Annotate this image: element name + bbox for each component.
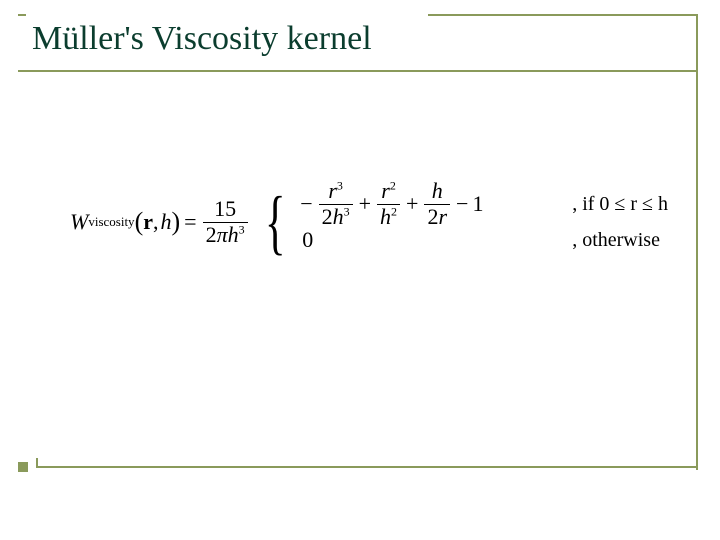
case-2: 0 , otherwise (296, 222, 668, 258)
rparen: ) (172, 207, 181, 237)
rule-bottom (36, 466, 698, 468)
arg-r: r (143, 209, 153, 235)
coeff-fraction: 15 2πh3 (203, 197, 248, 246)
rule-title-underline (18, 70, 698, 72)
coeff-num: 15 (214, 196, 236, 221)
title-region: Müller's Viscosity kernel (18, 14, 698, 72)
arg-h: h (159, 209, 172, 235)
rule-top-right (428, 14, 698, 16)
c1-t2-num-r: r (381, 178, 390, 203)
c1-t4-val: 1 (472, 191, 483, 217)
viscosity-kernel-formula: Wviscosity (r,h) = 15 2πh3 { − r3 2h3 + … (70, 186, 680, 258)
c1-t2-sign: + (355, 191, 375, 217)
cases-brace: { (265, 186, 286, 258)
c1-t3-sign: + (402, 191, 422, 217)
c1-t3-num-h: h (432, 178, 443, 203)
coeff-den-2: 2 (206, 222, 217, 247)
formula-W: W (70, 209, 88, 235)
c1-t4-sign: − (452, 191, 472, 217)
c2-condition: , otherwise (572, 229, 660, 252)
coeff-h: h (228, 222, 239, 247)
rule-bottom-left-tick (36, 458, 38, 468)
c1-t1-sign: − (296, 191, 316, 217)
c1-t2-num-exp: 2 (390, 179, 396, 193)
lparen: ( (135, 207, 144, 237)
equals-sign: = (180, 209, 200, 235)
c1-t2-den-exp: 2 (391, 204, 397, 218)
case-1: − r3 2h3 + r2 h2 + h 2r −1 (296, 186, 668, 222)
cases: − r3 2h3 + r2 h2 + h 2r −1 (296, 186, 668, 258)
slide-title: Müller's Viscosity kernel (32, 20, 378, 58)
c1-t1-den-exp: 3 (344, 204, 350, 218)
coeff-h-exp: 3 (239, 222, 245, 236)
c1-t1-num-r: r (328, 178, 337, 203)
c2-value: 0 (296, 227, 313, 253)
c1-t1-num-exp: 3 (337, 179, 343, 193)
c1-condition: , if 0 ≤ r ≤ h (572, 193, 668, 216)
rule-right (696, 14, 698, 470)
rule-top-left (18, 14, 26, 16)
corner-square-icon (18, 462, 28, 472)
formula-subscript: viscosity (88, 214, 134, 230)
coeff-pi: π (217, 222, 228, 247)
